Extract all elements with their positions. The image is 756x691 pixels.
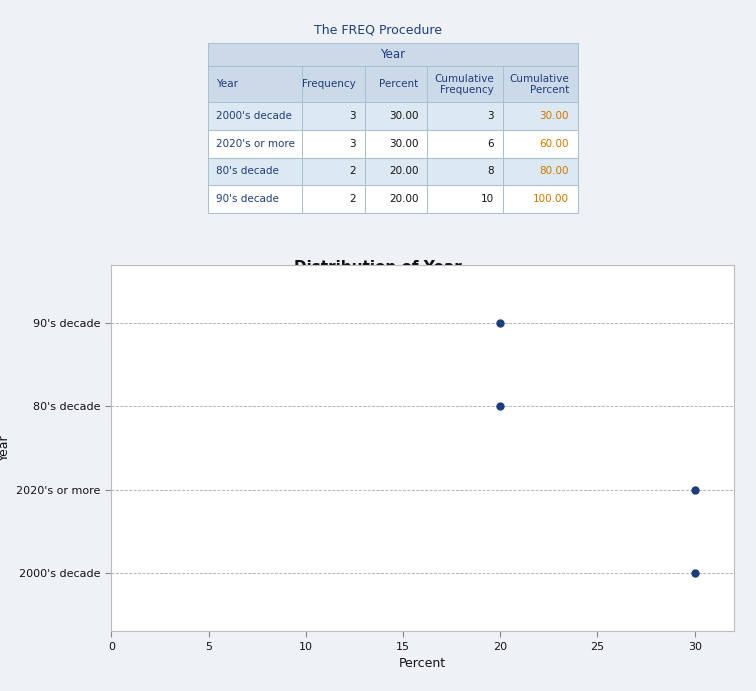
Text: Year: Year xyxy=(380,48,405,61)
Text: 3: 3 xyxy=(349,111,355,121)
Bar xyxy=(503,130,578,158)
Text: 30.00: 30.00 xyxy=(389,139,419,149)
Text: 100.00: 100.00 xyxy=(533,194,569,204)
Bar xyxy=(302,158,364,185)
Text: 3: 3 xyxy=(349,139,355,149)
Bar xyxy=(302,130,364,158)
Bar xyxy=(364,185,427,213)
Text: 10: 10 xyxy=(481,194,494,204)
Bar xyxy=(208,130,302,158)
Text: 60.00: 60.00 xyxy=(540,139,569,149)
Text: Year: Year xyxy=(216,79,238,89)
Text: 2: 2 xyxy=(349,194,355,204)
Bar xyxy=(208,44,578,66)
Text: 30.00: 30.00 xyxy=(389,111,419,121)
Text: 3: 3 xyxy=(487,111,494,121)
Text: 2: 2 xyxy=(349,167,355,176)
Bar xyxy=(302,185,364,213)
Text: 90's decade: 90's decade xyxy=(216,194,280,204)
Bar xyxy=(427,185,503,213)
Text: 80.00: 80.00 xyxy=(540,167,569,176)
Text: 20.00: 20.00 xyxy=(389,167,419,176)
Bar xyxy=(364,66,427,102)
Bar xyxy=(208,185,302,213)
Text: 2020's or more: 2020's or more xyxy=(216,139,296,149)
Bar xyxy=(427,66,503,102)
Text: 6: 6 xyxy=(487,139,494,149)
Text: 8: 8 xyxy=(487,167,494,176)
Bar xyxy=(427,158,503,185)
Bar xyxy=(364,158,427,185)
Bar xyxy=(364,102,427,130)
Bar xyxy=(427,130,503,158)
Bar xyxy=(503,185,578,213)
Text: Cumulative
Frequency: Cumulative Frequency xyxy=(434,73,494,95)
Text: Cumulative
Percent: Cumulative Percent xyxy=(510,73,569,95)
Bar xyxy=(208,102,302,130)
Text: 20.00: 20.00 xyxy=(389,194,419,204)
Bar xyxy=(503,66,578,102)
Bar xyxy=(427,102,503,130)
Bar xyxy=(208,66,302,102)
Text: 80's decade: 80's decade xyxy=(216,167,280,176)
Bar xyxy=(302,66,364,102)
Bar xyxy=(503,102,578,130)
Text: The FREQ Procedure: The FREQ Procedure xyxy=(314,23,442,36)
Bar xyxy=(302,102,364,130)
Text: Frequency: Frequency xyxy=(302,79,355,89)
Text: Distribution of Year: Distribution of Year xyxy=(294,261,462,275)
Bar xyxy=(208,158,302,185)
Bar xyxy=(503,158,578,185)
Text: Percent: Percent xyxy=(380,79,419,89)
Text: 2000's decade: 2000's decade xyxy=(216,111,293,121)
Bar xyxy=(364,130,427,158)
Text: 30.00: 30.00 xyxy=(540,111,569,121)
